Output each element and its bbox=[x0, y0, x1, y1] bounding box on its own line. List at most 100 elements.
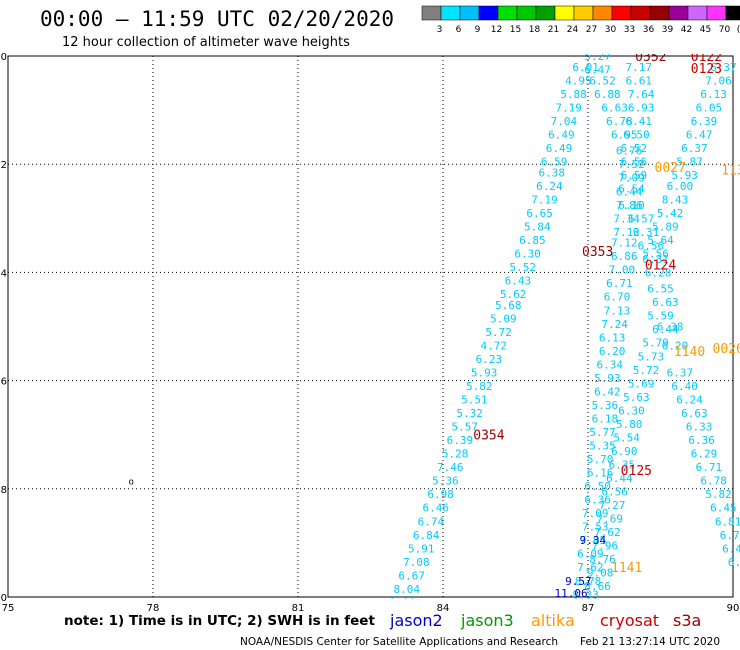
swh-value: 7.34 bbox=[613, 212, 640, 225]
pass-time-label: 1140 bbox=[674, 345, 705, 360]
satellite-legend: jason2 jason3 altika cryosat s3a bbox=[389, 611, 701, 630]
swh-value: 6.20 bbox=[599, 345, 626, 358]
swh-value: 6.37 bbox=[710, 61, 737, 74]
colorbar-label: 18 bbox=[529, 25, 541, 35]
swh-value: 6.29 bbox=[691, 448, 718, 461]
swh-value: 6.31 bbox=[642, 253, 669, 266]
swh-value: 5.93 bbox=[471, 366, 498, 379]
swh-value: 6.41 bbox=[626, 115, 653, 128]
swh-value: 5.28 bbox=[442, 448, 469, 461]
legend-cryosat: cryosat bbox=[600, 611, 659, 630]
swh-value: 6.63 bbox=[681, 407, 708, 420]
swh-value: 6.57 bbox=[628, 212, 655, 225]
swh-value: 7.08 bbox=[403, 556, 430, 569]
swh-value: 7.05 bbox=[580, 534, 607, 547]
colorbar-swatch bbox=[421, 5, 442, 21]
swh-value: 5.54 bbox=[613, 431, 640, 444]
legend-altika: altika bbox=[531, 611, 575, 630]
colorbar-swatch bbox=[535, 5, 556, 21]
pass-time-label: 1141 bbox=[611, 561, 642, 576]
swh-value: 6.63 bbox=[652, 296, 679, 309]
swh-value: 6.59 bbox=[541, 155, 568, 168]
swh-value: 6.39 bbox=[691, 115, 718, 128]
colorbar-label: 12 bbox=[491, 25, 502, 35]
swh-value: 6.33 bbox=[686, 421, 713, 434]
swh-value: 6.44 bbox=[652, 323, 679, 336]
colorbar-label: 27 bbox=[586, 25, 597, 35]
swh-value: 6.05 bbox=[696, 101, 723, 114]
colorbar-swatch bbox=[554, 5, 575, 21]
swh-value: 6.76 bbox=[616, 145, 643, 158]
swh-value: 6.31 bbox=[633, 226, 660, 239]
swh-value: 5.82 bbox=[466, 380, 493, 393]
swh-value: 6.28 bbox=[645, 266, 672, 279]
colorbar-swatch bbox=[516, 5, 537, 21]
plot-area: 5.276.014.955.887.197.046.496.496.596.38… bbox=[129, 54, 740, 601]
swh-value: 6.13 bbox=[599, 331, 626, 344]
x-tick-label: 78 bbox=[147, 603, 160, 614]
colorbar-label: 3 bbox=[437, 25, 443, 35]
swh-value: 7.00 bbox=[609, 264, 636, 277]
swh-value: 6.59 bbox=[621, 169, 648, 182]
y-tick-label: -36 bbox=[0, 377, 7, 388]
colorbar-label: 15 bbox=[510, 25, 521, 35]
swh-value: 8.66 bbox=[584, 580, 611, 593]
swh-value: 5.64 bbox=[647, 234, 674, 247]
swh-value: 5.93 bbox=[594, 372, 621, 385]
pass-time-label: 113 bbox=[721, 164, 740, 179]
swh-value: 6.88 bbox=[594, 88, 621, 101]
colorbar-swatch bbox=[668, 5, 689, 21]
swh-value: 7.12 bbox=[613, 226, 640, 239]
colorbar-swatch bbox=[649, 5, 670, 21]
colorbar-label: (ft) bbox=[737, 25, 740, 35]
swh-value: 5.70 bbox=[587, 453, 614, 466]
swh-value: 6.54 bbox=[618, 183, 645, 196]
swh-value: 6.78 bbox=[700, 475, 727, 488]
wave-height-marks: 5.276.014.955.887.197.046.496.496.596.38… bbox=[129, 54, 740, 601]
swh-value: 5.87 bbox=[676, 155, 703, 168]
colorbar-swatch bbox=[725, 5, 740, 21]
y-tick-label: -32 bbox=[0, 160, 7, 171]
swh-value: 6.56 bbox=[621, 155, 648, 168]
swh-value: 5.57 bbox=[452, 421, 479, 434]
swh-value: 6.16 bbox=[587, 467, 614, 480]
colorbar-swatch bbox=[592, 5, 613, 21]
y-tick-label: -34 bbox=[0, 268, 7, 279]
swh-value: 6.24 bbox=[536, 180, 563, 193]
swh-value: 6.7 bbox=[728, 556, 740, 569]
swh-value: 6.63 bbox=[601, 101, 628, 114]
swh-value: 4.95 bbox=[565, 74, 592, 87]
colorbar-label: 45 bbox=[700, 25, 711, 35]
swh-value: 8.33 bbox=[572, 588, 599, 601]
colorbar-swatch bbox=[611, 5, 632, 21]
swh-value: 7.53 bbox=[582, 521, 609, 534]
swh-value: 6.98 bbox=[427, 488, 454, 501]
swh-value: 8.04 bbox=[394, 583, 421, 596]
y-tick-label: -30 bbox=[0, 52, 7, 63]
swh-value: 6.47 bbox=[584, 64, 611, 77]
swh-value: 6.43 bbox=[505, 275, 532, 288]
swh-value: 7.86 bbox=[616, 199, 643, 212]
swh-value: 5.77 bbox=[589, 426, 616, 439]
swh-value: 7.04 bbox=[551, 115, 578, 128]
swh-value: 7.64 bbox=[628, 88, 655, 101]
colorbar-swatch bbox=[687, 5, 708, 21]
swh-value: 6.34 bbox=[597, 358, 624, 371]
swh-value: 6.13 bbox=[700, 88, 727, 101]
pass-time-label: 0125 bbox=[621, 464, 652, 479]
swh-value: 6.39 bbox=[447, 434, 474, 447]
swh-value: 6.70 bbox=[604, 291, 631, 304]
pass-time-label: 0354 bbox=[473, 429, 504, 444]
swh-value: 6.95 bbox=[611, 128, 638, 141]
colorbar-label: 70 bbox=[719, 25, 731, 35]
pass-time-label: 0123 bbox=[691, 62, 722, 77]
swh-value: 5.51 bbox=[461, 394, 488, 407]
swh-value: 6.78 bbox=[606, 115, 633, 128]
swh-value: 5.69 bbox=[628, 377, 655, 390]
colorbar-label: 21 bbox=[548, 25, 559, 35]
swh-value: 6.55 bbox=[647, 283, 674, 296]
swh-value: 6.50 bbox=[623, 128, 650, 141]
swh-value: 5.91 bbox=[408, 542, 435, 555]
swh-value: 6.40 bbox=[671, 380, 698, 393]
